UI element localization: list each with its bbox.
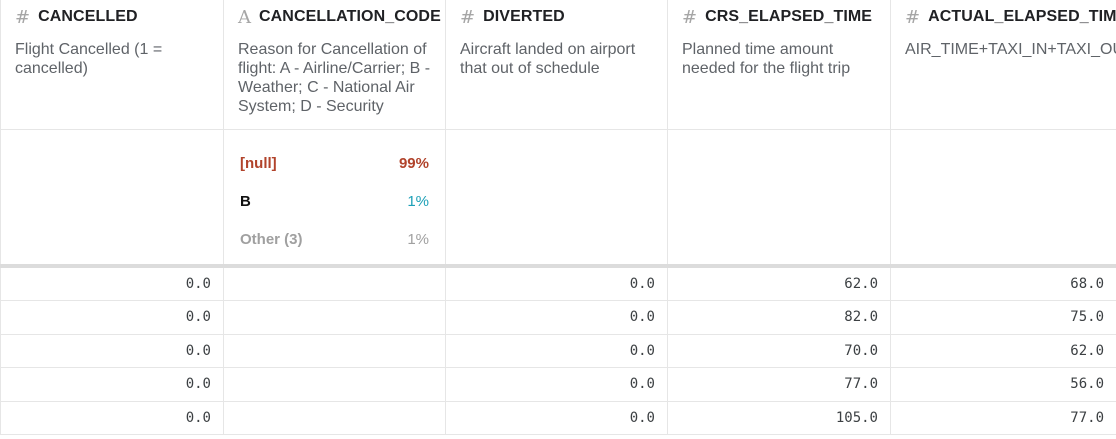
header-row: # CANCELLED Flight Cancelled (1 = cancel… [0,0,1116,268]
table-cell[interactable]: 62.0 [668,268,891,301]
table-cell[interactable]: 0.0 [0,301,224,334]
table-cell[interactable] [224,301,446,334]
table-cell[interactable]: 0.0 [0,334,224,368]
column-header-diverted[interactable]: # DIVERTED Aircraft landed on airport th… [446,0,668,264]
table-cell[interactable]: 0.0 [0,401,224,434]
stat-row-b[interactable]: B 1% [240,182,429,220]
table-cell[interactable]: 56.0 [1070,376,1104,393]
table-row: 0.0 0.0 62.0 68.0 [0,268,1116,302]
column-name: CANCELLATION_CODE [259,8,441,25]
column-name: ACTUAL_ELAPSED_TIM [928,8,1116,25]
table-cell[interactable]: 68.0 [1070,276,1104,292]
table-cell[interactable] [224,334,446,368]
column-stats [1,130,223,264]
numeric-type-icon: # [460,6,476,28]
table-cell[interactable] [224,268,446,301]
table-cell[interactable]: 0.0 [446,301,668,334]
column-name: CANCELLED [38,8,138,25]
table-cell[interactable]: 0.0 [446,268,668,301]
table-cell[interactable] [224,368,446,401]
table-cell[interactable]: 0.0 [0,368,224,401]
table-cell[interactable]: 0.0 [0,268,224,301]
table-row: 0.0 0.0 82.0 75.0 [0,301,1116,335]
column-title: A CANCELLATION_CODE [224,0,445,34]
column-title: # DIVERTED [446,0,667,34]
stat-label: Other (3) [240,230,303,248]
table-cell[interactable]: 82.0 [668,301,891,334]
column-name: CRS_ELAPSED_TIME [705,8,873,25]
stat-label: [null] [240,154,277,172]
column-description: AIR_TIME+TAXI_IN+TAXI_OUT [891,34,1116,130]
stat-percent: 99% [398,154,429,172]
column-description: Planned time amount needed for the fligh… [668,34,890,130]
stat-label: B [240,192,251,210]
table-row: 0.0 0.0 77.0 56.0 [0,368,1116,402]
column-description: Flight Cancelled (1 = cancelled) [1,34,223,130]
column-stats [891,130,1116,264]
column-name: DIVERTED [483,8,565,25]
table-cell[interactable]: 0.0 [446,368,668,401]
numeric-type-icon: # [905,6,921,28]
column-header-cancelled[interactable]: # CANCELLED Flight Cancelled (1 = cancel… [0,0,224,264]
column-description: Reason for Cancellation of flight: A - A… [224,34,445,130]
table-cell[interactable]: 0.0 [446,334,668,368]
table-cell[interactable]: 77.0 [1070,409,1104,426]
column-header-actual-elapsed-time[interactable]: # ACTUAL_ELAPSED_TIM AIR_TIME+TAXI_IN+TA… [891,0,1116,264]
column-header-crs-elapsed-time[interactable]: # CRS_ELAPSED_TIME Planned time amount n… [668,0,891,264]
table-cell[interactable]: 75.0 [1070,309,1104,326]
stat-percent: 1% [407,192,429,210]
table-cell[interactable]: 105.0 [668,401,891,434]
table-row: 0.0 0.0 105.0 77.0 [0,401,1116,435]
column-title: # ACTUAL_ELAPSED_TIM [891,0,1116,34]
string-type-icon: A [238,6,251,28]
column-stats [668,130,890,264]
numeric-type-icon: # [682,6,698,28]
stat-percent: 1% [407,230,429,248]
table-cell[interactable]: 62.0 [1070,342,1104,359]
column-stats: [null] 99% B 1% Other (3) 1% [224,130,445,264]
column-title: # CANCELLED [1,0,223,34]
stat-row-other[interactable]: Other (3) 1% [240,220,429,258]
table-cell[interactable] [224,401,446,434]
column-title: # CRS_ELAPSED_TIME [668,0,890,34]
numeric-type-icon: # [15,6,31,28]
column-header-cancellation-code[interactable]: A CANCELLATION_CODE Reason for Cancellat… [224,0,446,264]
table-cell[interactable]: 77.0 [668,368,891,401]
column-description: Aircraft landed on airport that out of s… [446,34,667,130]
table-cell[interactable]: 0.0 [446,401,668,434]
table-row: 0.0 0.0 70.0 62.0 [0,334,1116,369]
stat-row-null[interactable]: [null] 99% [240,144,429,182]
column-stats [446,130,667,264]
table-cell[interactable]: 70.0 [668,334,891,368]
